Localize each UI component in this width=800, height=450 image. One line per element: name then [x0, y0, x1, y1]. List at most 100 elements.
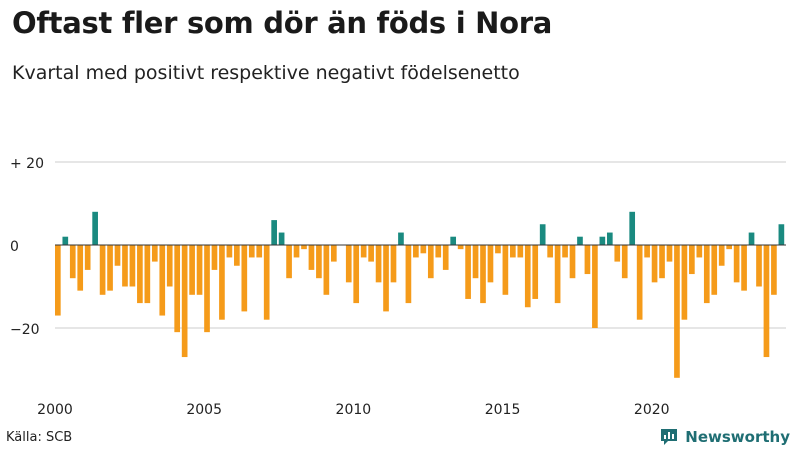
bar-negative — [323, 245, 330, 295]
bar-negative — [263, 245, 270, 320]
brand-name: Newsworthy — [685, 428, 790, 446]
chart-subtitle: Kvartal med positivt respektive negativt… — [12, 62, 520, 84]
bar-negative — [569, 245, 576, 279]
bar-negative — [211, 245, 218, 270]
y-tick-label: + 20 — [10, 156, 44, 172]
bar-negative — [636, 245, 643, 320]
bar-negative — [114, 245, 121, 266]
x-tick-label: 2005 — [186, 402, 222, 418]
bar-positive — [398, 232, 404, 245]
bar-negative — [69, 245, 76, 279]
bar-negative — [524, 245, 531, 308]
bar-negative — [383, 245, 389, 312]
bar-negative — [129, 245, 136, 287]
bar-negative — [413, 245, 419, 258]
bar-negative — [345, 245, 352, 283]
bar-negative — [689, 245, 695, 275]
bar-negative — [390, 245, 397, 283]
bar-negative — [360, 245, 367, 258]
bar-negative — [301, 245, 307, 250]
bar-negative — [226, 245, 233, 258]
chart-title: Oftast fler som dör än föds i Nora — [12, 6, 552, 40]
bar-negative — [234, 245, 240, 266]
bar-positive — [539, 224, 546, 245]
bar-negative — [77, 245, 84, 291]
bar-negative — [330, 245, 337, 262]
bar-positive — [92, 211, 98, 245]
bar-negative — [84, 245, 91, 270]
bar-negative — [718, 245, 725, 266]
bar-negative — [457, 245, 464, 250]
bar-negative — [435, 245, 442, 258]
bar-negative — [495, 245, 501, 254]
bar-negative — [420, 245, 427, 254]
bar-negative — [480, 245, 486, 304]
bar-negative — [465, 245, 471, 299]
bar-negative — [368, 245, 374, 262]
bar-negative — [166, 245, 173, 287]
bar-negative — [659, 245, 665, 279]
y-tick-label: 0 — [10, 239, 19, 255]
bar-negative — [644, 245, 650, 258]
bar-negative — [151, 245, 158, 262]
bar-negative — [771, 245, 777, 295]
bar-negative — [592, 245, 598, 328]
bar-positive — [62, 236, 69, 245]
bar-negative — [510, 245, 516, 258]
newsworthy-logo-icon — [661, 429, 678, 445]
bar-negative — [733, 245, 740, 283]
bar-positive — [778, 224, 785, 245]
bar-negative — [174, 245, 181, 333]
bar-negative — [248, 245, 255, 258]
bar-negative — [651, 245, 658, 283]
bar-positive — [278, 232, 285, 245]
bar-negative — [353, 245, 360, 304]
bar-negative — [763, 245, 770, 358]
bar-negative — [308, 245, 315, 270]
bar-negative — [681, 245, 688, 320]
bar-negative — [756, 245, 762, 287]
bar-negative — [181, 245, 188, 358]
bar-negative — [711, 245, 718, 295]
bar-negative — [196, 245, 203, 295]
bar-negative — [405, 245, 412, 304]
bar-negative — [696, 245, 703, 258]
bar-negative — [502, 245, 509, 295]
bar-negative — [614, 245, 621, 262]
bar-positive — [271, 220, 277, 245]
bar-positive — [629, 211, 636, 245]
bar-positive — [606, 232, 613, 245]
x-tick-label: 2020 — [634, 402, 670, 418]
bar-negative — [621, 245, 628, 279]
bar-negative — [55, 245, 61, 316]
bar-negative — [554, 245, 561, 304]
bar-negative — [532, 245, 539, 299]
y-tick-label: −20 — [10, 322, 40, 338]
bar-negative — [219, 245, 225, 320]
bar-negative — [584, 245, 591, 275]
x-tick-label: 2000 — [37, 402, 73, 418]
bar-negative — [375, 245, 382, 283]
bar-positive — [450, 236, 457, 245]
bar-negative — [517, 245, 524, 258]
bar-negative — [674, 245, 680, 378]
bar-negative — [316, 245, 322, 279]
bar-negative — [562, 245, 568, 258]
bar-negative — [286, 245, 292, 279]
bar-negative — [427, 245, 434, 279]
bar-positive — [599, 236, 606, 245]
source-note: Källa: SCB — [6, 430, 73, 445]
brand-logo: Newsworthy — [659, 425, 790, 449]
bar-negative — [241, 245, 248, 312]
bar-negative — [547, 245, 553, 258]
bar-negative — [741, 245, 747, 291]
bar-negative — [487, 245, 494, 283]
bar-positive — [577, 236, 583, 245]
bar-negative — [159, 245, 166, 316]
bar-negative — [189, 245, 195, 295]
bar-negative — [137, 245, 143, 304]
bar-negative — [726, 245, 732, 250]
bar-negative — [99, 245, 106, 295]
bar-negative — [442, 245, 449, 270]
